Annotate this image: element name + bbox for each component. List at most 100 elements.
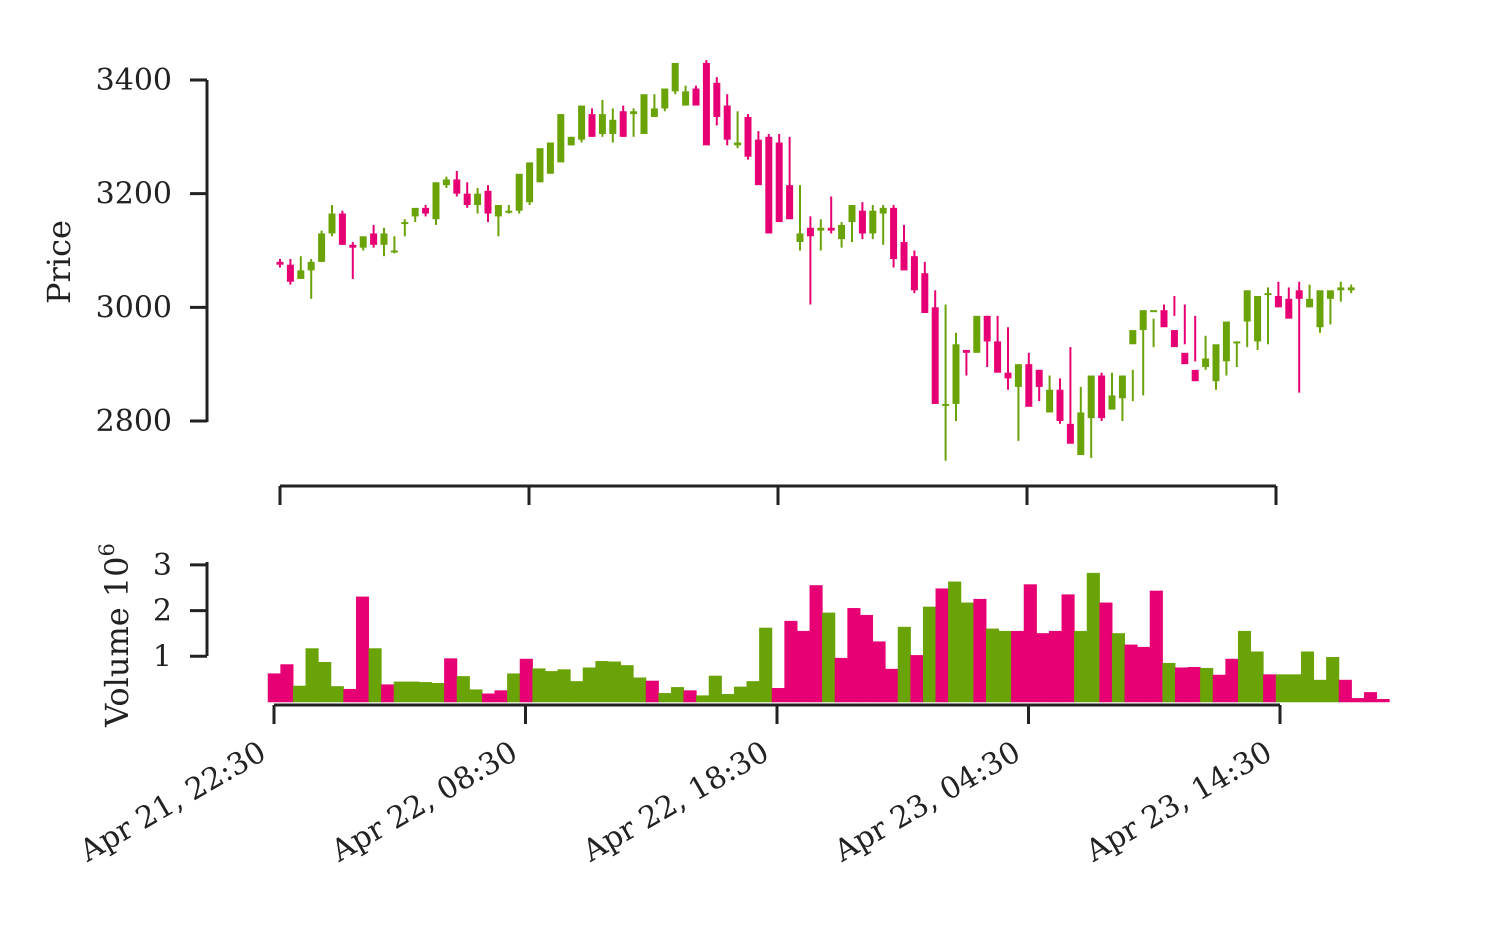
volume-bar xyxy=(696,695,710,703)
volume-bar xyxy=(721,693,735,703)
candle-body xyxy=(1316,290,1324,328)
candle-body xyxy=(817,227,825,231)
volume-bar xyxy=(1162,662,1176,703)
volume-bar xyxy=(1288,674,1302,703)
volume-bar xyxy=(292,685,307,703)
candle-body xyxy=(1150,310,1158,313)
volume-bar xyxy=(469,689,483,703)
candle-body xyxy=(411,207,419,217)
volume-bar xyxy=(343,688,357,703)
volume-bar xyxy=(507,673,521,703)
volume-bar xyxy=(1351,698,1365,703)
volume-bar xyxy=(670,687,685,703)
candle-body xyxy=(1202,358,1210,368)
volume-axis-title-exponent-base: 10 xyxy=(98,557,136,598)
volume-bar xyxy=(1111,633,1126,703)
candle-body xyxy=(1326,290,1334,299)
candle-body xyxy=(1056,389,1064,421)
volume-bar xyxy=(847,608,861,703)
volume-bar xyxy=(1149,590,1163,703)
x-tick-label: Apr 23, 14:30 xyxy=(1079,735,1278,870)
volume-axis-title-exponent-power: 6 xyxy=(95,543,119,556)
volume-bar xyxy=(1099,602,1113,703)
volume-bar xyxy=(1250,651,1264,703)
volume-bar xyxy=(481,693,496,703)
candle-body xyxy=(1337,287,1345,291)
candle-body xyxy=(578,105,586,140)
candle-body xyxy=(734,142,742,146)
candle-body xyxy=(1077,412,1085,456)
candle-body xyxy=(515,173,523,211)
candle-body xyxy=(338,213,346,245)
candle-body xyxy=(1243,290,1251,322)
volume-bar xyxy=(456,676,470,703)
volume-bar xyxy=(1074,630,1088,703)
price-y-tick-label: 3400 xyxy=(96,63,172,98)
volume-bar xyxy=(771,688,785,703)
candle-body xyxy=(609,119,617,134)
price-y-tick-label: 3000 xyxy=(96,290,172,325)
candle-body xyxy=(682,91,690,106)
price-y-ticks: 2800 3000 3200 3400 xyxy=(96,63,207,439)
volume-bars xyxy=(267,572,1390,703)
candle-body xyxy=(869,210,877,234)
volume-bar xyxy=(444,658,458,703)
candle-body xyxy=(962,349,970,353)
volume-bar xyxy=(809,585,823,703)
candle-body xyxy=(1046,389,1054,413)
volume-bar xyxy=(822,612,836,703)
x-tick-label: Apr 23, 04:30 xyxy=(828,735,1027,870)
volume-bar xyxy=(1048,630,1063,703)
candle-body xyxy=(671,62,679,92)
candle-body xyxy=(432,182,440,220)
candle-body xyxy=(661,88,669,109)
candle-body xyxy=(380,233,388,245)
volume-bar xyxy=(406,681,420,703)
candle-body xyxy=(1347,287,1355,291)
volume-bar xyxy=(1187,667,1201,703)
volume-bar xyxy=(519,658,533,703)
volume-bar xyxy=(746,681,760,703)
candle-body xyxy=(1170,330,1178,348)
candle-body xyxy=(952,344,960,404)
volume-bar xyxy=(1212,674,1226,703)
price-panel: 2800 3000 3200 3400 Price xyxy=(40,60,1355,505)
volume-bar xyxy=(1326,656,1340,703)
candle-body xyxy=(1014,364,1022,387)
volume-bar xyxy=(973,598,987,703)
volume-bar xyxy=(960,602,974,703)
candle-body xyxy=(494,205,502,217)
x-tick-label: Apr 21, 22:30 xyxy=(73,735,272,870)
volume-bar xyxy=(1061,594,1075,703)
candle-body xyxy=(1212,344,1220,382)
volume-bar xyxy=(280,664,294,703)
candle-body xyxy=(307,261,315,271)
candle-body xyxy=(786,185,794,220)
candle-body xyxy=(484,190,492,214)
volume-y-tick-label: 3 xyxy=(153,548,172,583)
volume-bar xyxy=(1376,699,1390,703)
volume-axis-title: Volume 106 xyxy=(95,543,136,728)
candle-body xyxy=(838,224,846,240)
volume-bar xyxy=(796,630,811,703)
candle-body xyxy=(1274,295,1282,308)
volume-bar xyxy=(1137,646,1151,703)
volume-bar xyxy=(368,648,382,703)
volume-bar xyxy=(683,690,697,703)
candle-body xyxy=(598,114,606,134)
candle-body xyxy=(546,142,554,174)
candle-body xyxy=(297,270,305,279)
candle-body xyxy=(359,236,367,248)
candle-body xyxy=(328,213,336,234)
candle-body xyxy=(463,193,471,206)
candle-body xyxy=(1025,364,1033,407)
volume-bar xyxy=(1313,679,1327,703)
volume-x-ticks: Apr 21, 22:30 Apr 22, 08:30 Apr 22, 18:30 A… xyxy=(73,705,1282,870)
candle-body xyxy=(474,193,482,206)
volume-bar xyxy=(431,683,445,703)
x-tick-label: Apr 22, 08:30 xyxy=(325,735,524,870)
volume-bar xyxy=(1263,674,1277,703)
volume-bar xyxy=(305,648,319,703)
candle-body xyxy=(536,148,544,183)
